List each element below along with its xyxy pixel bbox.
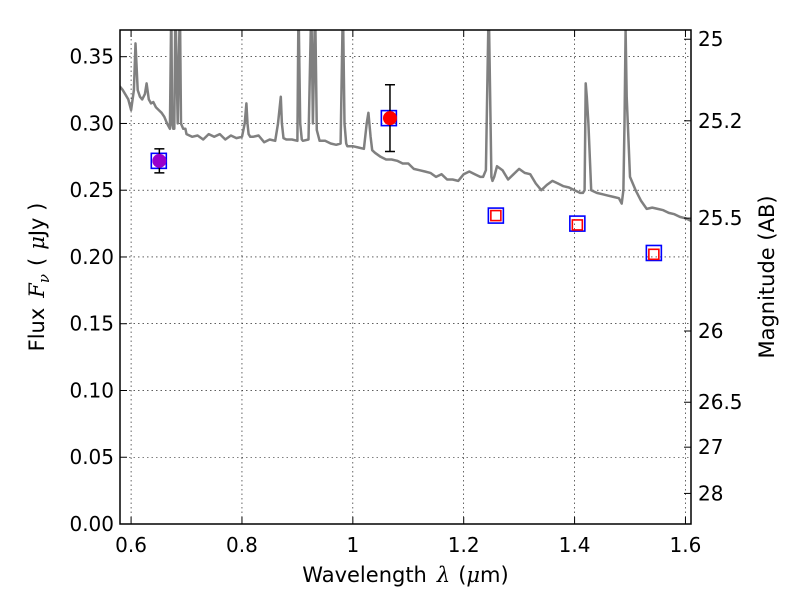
y-axis-label-prefix: Flux: [25, 308, 49, 352]
y-tick-label-0: 0.00: [69, 512, 114, 536]
y-tick-label-1: 0.05: [69, 445, 114, 469]
x-tick-label-4: 1.4: [559, 533, 591, 557]
x-tick-label-5: 1.6: [670, 533, 702, 557]
y-axis-label-symbol: F: [25, 282, 49, 299]
y2-tick-label-4: 26.5: [698, 390, 743, 414]
y-tick-label-3: 0.15: [69, 312, 114, 336]
y2-tick-label-1: 25.2: [698, 109, 743, 133]
y-axis-label-unit-open: (: [25, 258, 49, 266]
data-points: [150, 83, 663, 262]
x-axis-label-symbol: λ: [436, 563, 450, 587]
x-tick-label-2: 1: [346, 533, 359, 557]
y2-tick-label-0: 25: [698, 27, 723, 51]
y-tick-label-2: 0.10: [69, 378, 114, 402]
model-spectrum: [120, 30, 691, 223]
x-axis-label-unit-open: (: [458, 563, 466, 587]
x-tick-label-1: 0.8: [226, 533, 258, 557]
x-axis-label: Wavelength λ (μm): [302, 563, 508, 587]
grid: [120, 30, 691, 525]
y-tick-label-5: 0.25: [69, 178, 114, 202]
y-tick-label-4: 0.20: [69, 245, 114, 269]
circle-marker-3-0: [152, 153, 167, 168]
model-spectrum-line: [120, 30, 691, 223]
y-axis-label: Flux Fν ( μJy ): [25, 203, 53, 352]
y2-tick-label-5: 27: [698, 435, 723, 459]
square-marker-1-0: [490, 209, 502, 222]
y-axis-label-unit-mu: μ: [25, 236, 49, 250]
square-marker-1-1: [571, 219, 584, 231]
y2-tick-label-6: 28: [698, 481, 723, 505]
square-marker-0-4: [645, 244, 663, 262]
axis-ticks: 0.6 0.8 1 1.2 1.4 1.6 0.00 0.05 0.10 0.15 0.20 0.25…: [69, 27, 742, 557]
y2-axis-label: Magnitude (AB): [755, 195, 779, 358]
circle-marker-2-0: [382, 111, 397, 126]
x-axis-label-prefix: Wavelength: [302, 563, 427, 587]
y-axis-label-subscript: ν: [35, 274, 53, 283]
square-marker-0-3: [569, 215, 586, 232]
x-axis-label-unit-mu: μ: [466, 563, 480, 587]
y-tick-label-7: 0.35: [69, 45, 114, 69]
x-tick-label-3: 1.2: [448, 533, 480, 557]
x-tick-label-0: 0.6: [115, 533, 147, 557]
x-axis-label-unit-rest: m): [480, 563, 509, 587]
y2-tick-label-3: 26: [698, 319, 723, 343]
y-tick-label-6: 0.30: [69, 111, 114, 135]
square-marker-1-2: [648, 248, 660, 261]
square-marker-0-2: [487, 207, 505, 224]
plot-frame: [119, 29, 692, 525]
y-axis-label-unit-rest: Jy ): [25, 203, 49, 239]
y2-tick-label-2: 25.5: [698, 206, 743, 230]
